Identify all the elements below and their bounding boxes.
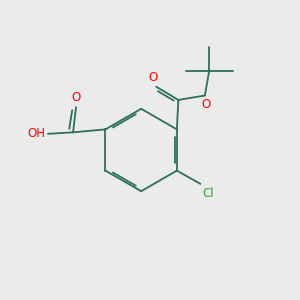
- Text: OH: OH: [28, 127, 46, 140]
- Text: O: O: [71, 91, 81, 104]
- Text: O: O: [149, 71, 158, 84]
- Text: Cl: Cl: [202, 187, 214, 200]
- Text: O: O: [202, 98, 211, 111]
